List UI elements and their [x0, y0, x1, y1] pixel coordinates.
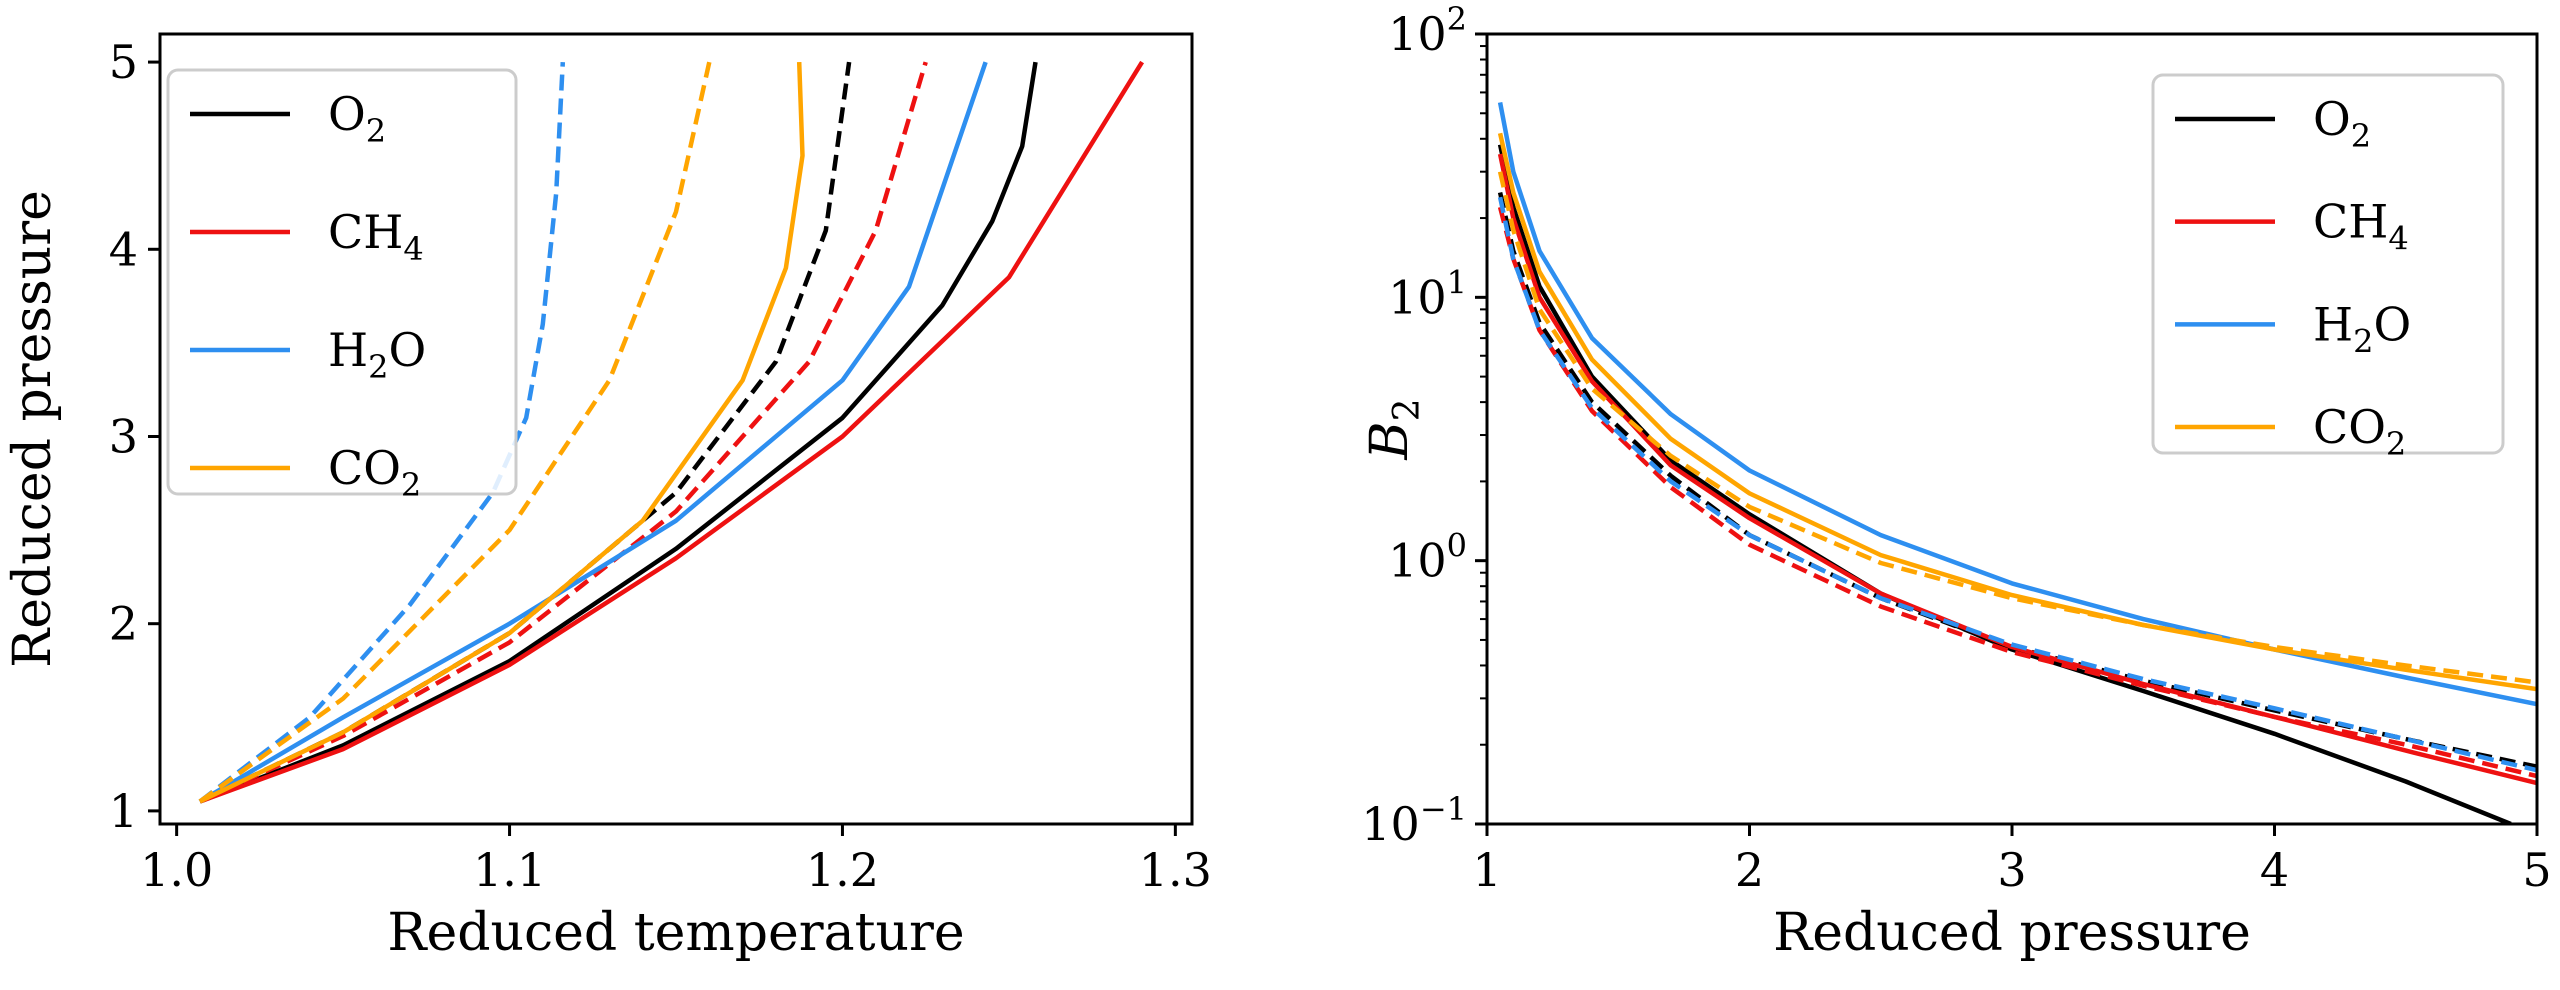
- chart-panel-1: 1.0 1.1 1.2 1.3 1 2 3 4 5 Reduced temperature Redu…: [3, 32, 1212, 963]
- series-line-o2-solid: [199, 61, 1038, 804]
- legend-label-ch4-main: CH: [328, 205, 403, 259]
- y-axis-title-sub: 2: [1387, 398, 1428, 421]
- series-line-h2o-dashed: [1497, 196, 2537, 773]
- legend-label-h2o-main: H: [328, 323, 368, 377]
- y-tick-label: 4: [109, 222, 138, 276]
- y-tick-label: 3: [109, 409, 138, 463]
- legend-label-ch4-main: CH: [2313, 195, 2388, 249]
- y-tick-label: 1: [109, 784, 138, 838]
- series-line-h2o-solid: [198, 61, 988, 804]
- y-tick-label-base: 10: [1388, 270, 1447, 324]
- legend-label-ch4-sub: 4: [403, 230, 423, 268]
- x-tick-label: 2: [1735, 843, 1764, 897]
- legend-label-co2-sub: 2: [2386, 425, 2406, 463]
- series-line-ch4-dashed: [1497, 206, 2537, 779]
- legend-label-co2-main: CO: [2313, 400, 2386, 454]
- x-tick-label: 3: [1997, 843, 2026, 897]
- legend-frame: [2151, 73, 2505, 455]
- series-line-co2-solid: [198, 62, 805, 804]
- y-tick-label: 102: [1388, 0, 1467, 61]
- legend-label-h2o: H2O: [328, 323, 426, 386]
- y-tick-label-exponent: −1: [1420, 790, 1467, 828]
- series-line-co2-solid: [1497, 132, 2537, 692]
- legend-frame: [166, 68, 518, 496]
- legend-label-h2o-after: O: [388, 323, 426, 377]
- legend-label-co2: CO2: [328, 441, 421, 504]
- legend-label-h2o-after: O: [2373, 297, 2411, 351]
- y-axis-title-main: B: [1360, 421, 1420, 460]
- x-tick-label: 5: [2522, 843, 2551, 897]
- y-tick-label-base: 10: [1388, 534, 1447, 588]
- x-tick-label: 1.1: [473, 843, 546, 897]
- legend-label-h2o: H2O: [2313, 297, 2411, 360]
- series-line-ch4-dashed: [198, 61, 928, 804]
- x-tick-label: 4: [2260, 843, 2289, 897]
- legend-label-o2: O2: [328, 87, 386, 150]
- legend-label-o2-main: O: [328, 87, 366, 141]
- x-tick-label: 1.0: [140, 843, 213, 897]
- series-line-co2-dashed: [198, 61, 712, 804]
- legend-label-h2o-sub: 2: [368, 348, 388, 386]
- series-line-ch4-solid: [199, 60, 1145, 804]
- legend-label-o2: O2: [2313, 92, 2371, 155]
- y-tick-label: 10−1: [1361, 790, 1467, 851]
- legend-label-ch4: CH4: [2313, 195, 2409, 258]
- legend-label-co2-sub: 2: [401, 466, 421, 504]
- y-axis-title: Reduced pressure: [3, 190, 63, 668]
- y-tick-label-exponent: 2: [1447, 0, 1467, 38]
- legend-label-o2-main: O: [2313, 92, 2351, 146]
- y-tick-label: 101: [1388, 263, 1467, 324]
- y-axis-title: B2: [1360, 398, 1428, 460]
- y-tick-label: 2: [109, 597, 138, 651]
- x-tick-label: 1.3: [1139, 843, 1212, 897]
- legend-label-o2-sub: 2: [2351, 117, 2371, 155]
- legend-label-ch4-sub: 4: [2388, 220, 2408, 258]
- legend-label-o2-sub: 2: [366, 112, 386, 150]
- y-tick-label-exponent: 0: [1447, 527, 1467, 565]
- legend-label-co2: CO2: [2313, 400, 2406, 463]
- x-tick-label: 1: [1472, 843, 1501, 897]
- legend-label-ch4: CH4: [328, 205, 424, 268]
- axes-frame: [158, 32, 1194, 826]
- legend-label-h2o-main: H: [2313, 297, 2353, 351]
- legend-label-h2o-sub: 2: [2353, 322, 2373, 360]
- y-tick-label-base: 10: [1361, 797, 1420, 851]
- y-tick-label: 100: [1388, 527, 1467, 588]
- y-tick-label-exponent: 1: [1447, 263, 1467, 301]
- x-axis-title: Reduced pressure: [1773, 903, 2251, 963]
- y-tick-label-base: 10: [1388, 7, 1447, 61]
- plot-area: [1497, 101, 2537, 824]
- legend-label-co2-main: CO: [328, 441, 401, 495]
- x-axis-title: Reduced temperature: [387, 903, 964, 963]
- y-tick-label: 5: [109, 35, 138, 89]
- x-tick-label: 1.2: [806, 843, 879, 897]
- series-line-co2-dashed: [1497, 171, 2537, 685]
